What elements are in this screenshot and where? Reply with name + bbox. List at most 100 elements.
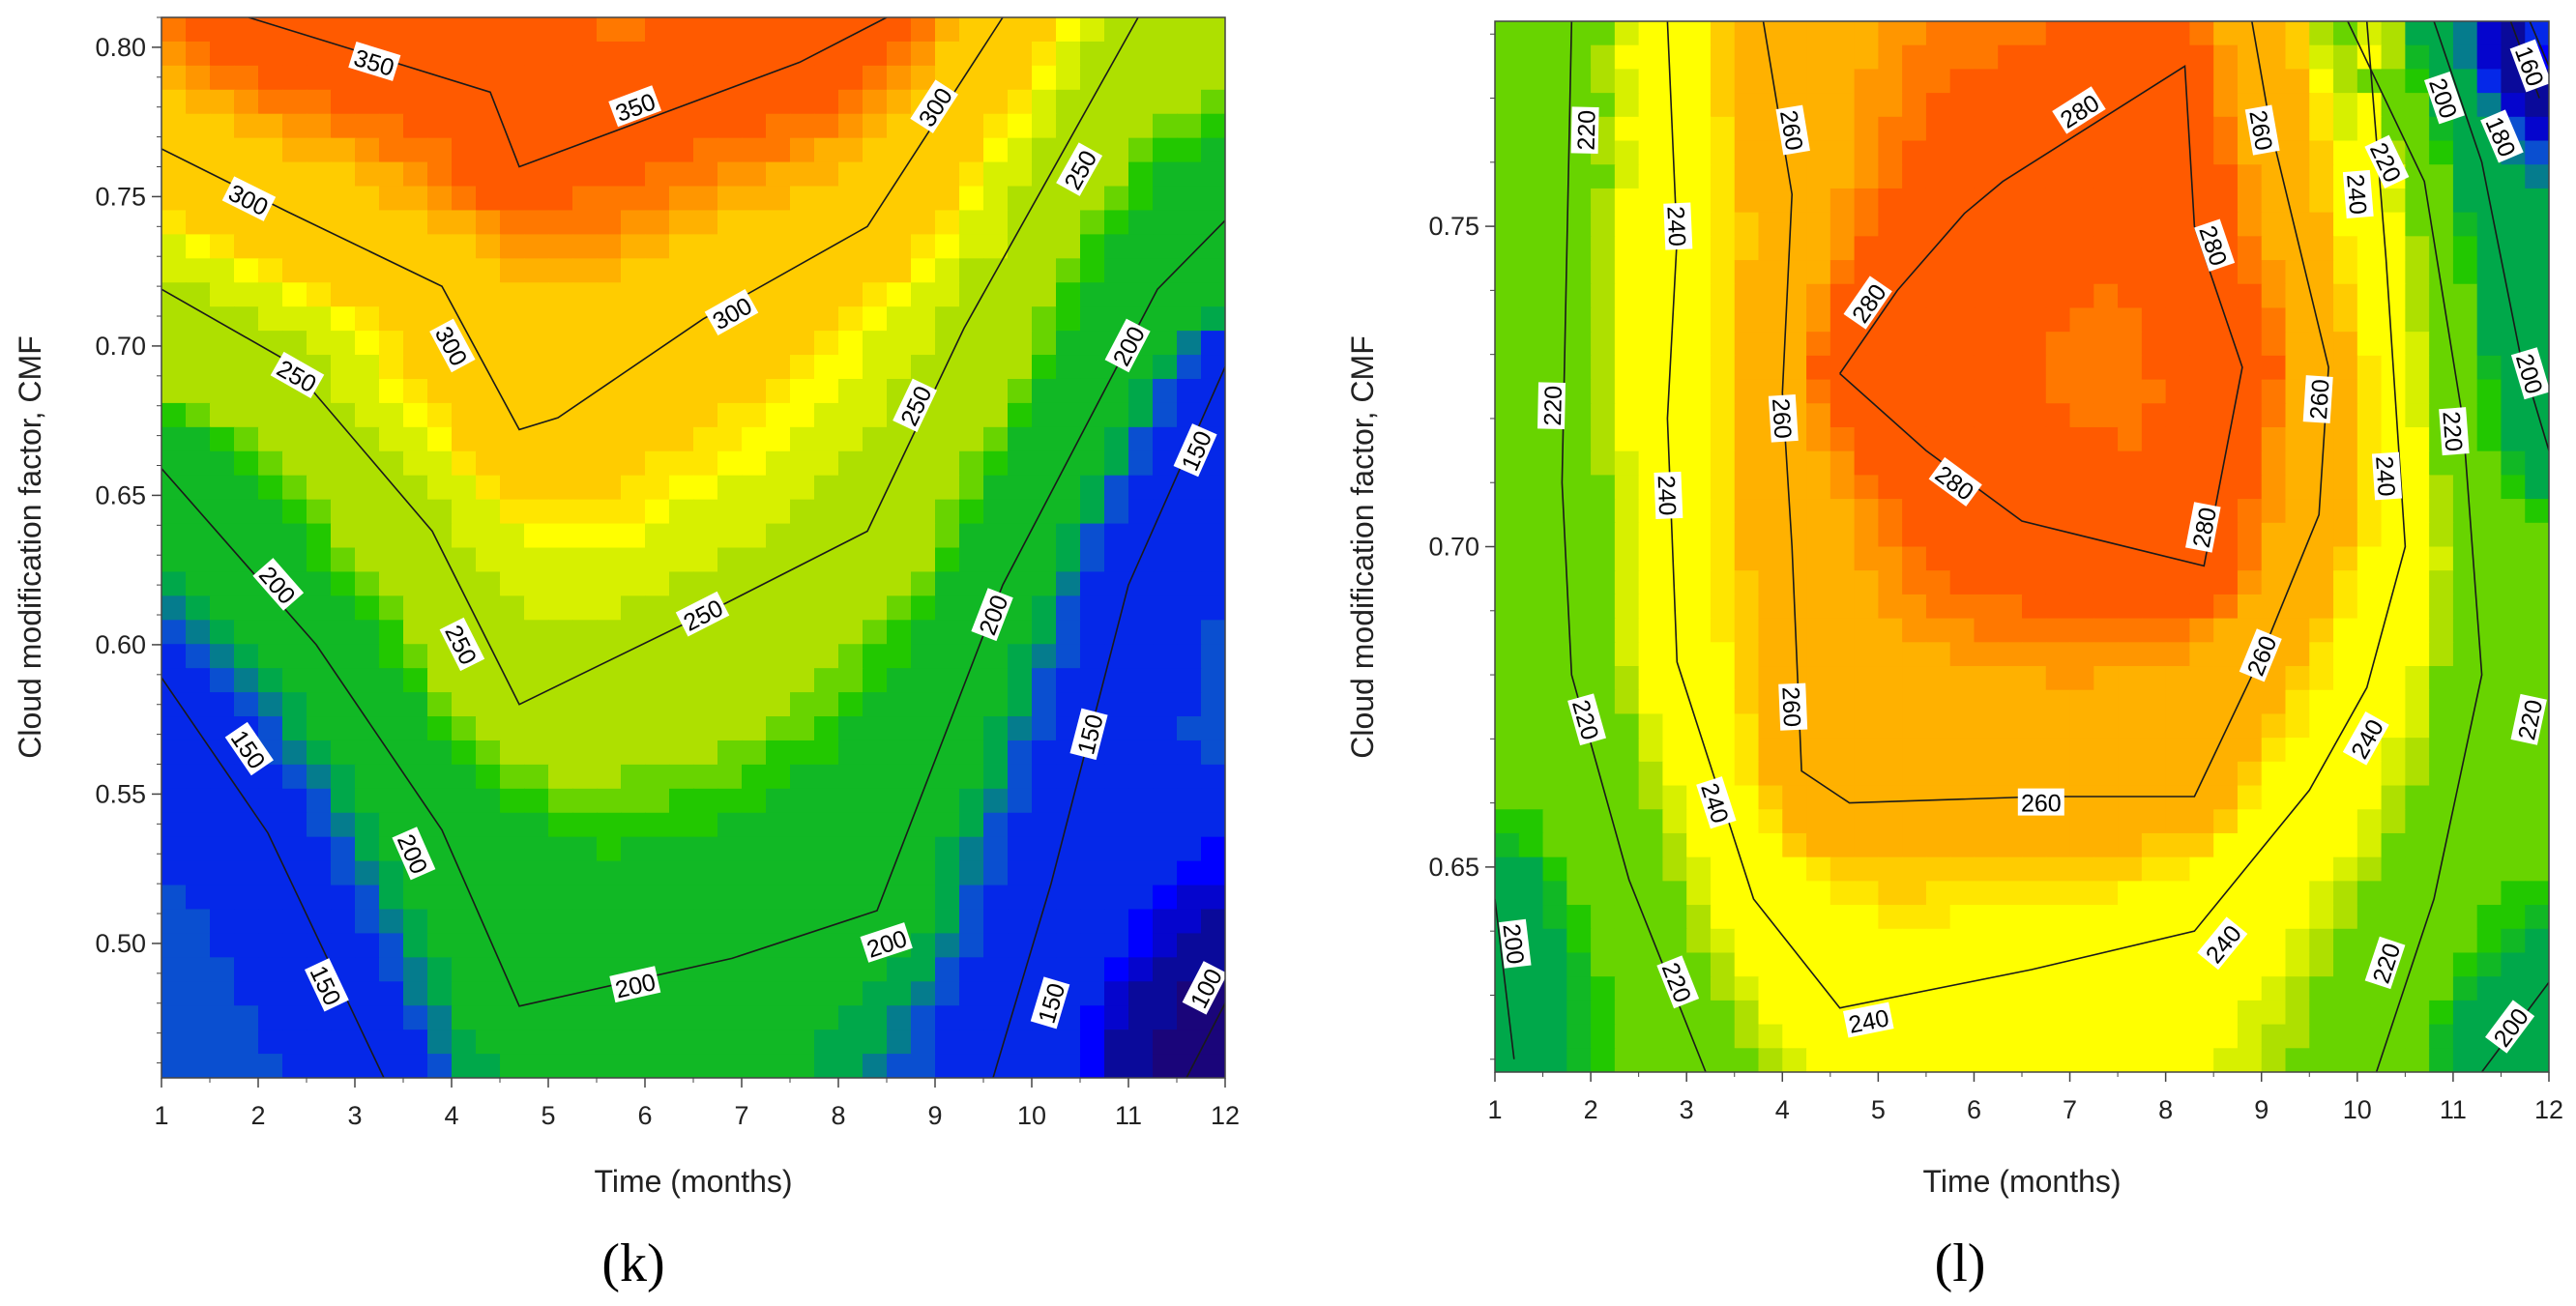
heat-cell — [282, 331, 307, 356]
heat-cell — [1153, 885, 1178, 911]
heat-cell — [524, 885, 549, 911]
heat-cell — [1734, 738, 1760, 763]
heat-cell — [548, 426, 573, 452]
heat-cell — [1008, 909, 1033, 935]
heat-cell — [307, 186, 332, 212]
heat-cell — [2452, 594, 2478, 620]
heat-cell — [1104, 836, 1129, 862]
heat-cell — [1008, 885, 1033, 911]
heat-cell — [717, 378, 743, 404]
heat-cell — [452, 595, 477, 622]
heat-cell — [597, 716, 622, 741]
heat-cell — [500, 909, 525, 935]
panel-label-l: (l) — [1935, 1233, 1986, 1293]
heat-cell — [210, 836, 235, 862]
heat-cell — [1177, 137, 1202, 163]
heat-cell — [2356, 116, 2383, 142]
heat-cell — [1008, 644, 1033, 669]
heat-cell — [476, 475, 501, 501]
heat-cell — [1032, 17, 1057, 43]
heat-cell — [597, 620, 622, 646]
heat-cell — [2093, 952, 2119, 977]
heat-cell — [2093, 379, 2119, 405]
heat-cell — [452, 836, 477, 862]
heat-cell — [161, 499, 187, 525]
heat-cell — [1104, 692, 1129, 717]
heat-cell — [2309, 499, 2334, 524]
heat-cell — [1878, 546, 1903, 571]
heat-cell — [1614, 116, 1640, 142]
heat-cell — [1591, 570, 1616, 595]
heat-cell — [1128, 957, 1154, 983]
heat-cell — [2429, 164, 2454, 189]
heat-cell — [355, 258, 380, 284]
heat-cell — [355, 1005, 380, 1030]
heat-cell — [355, 620, 380, 646]
heat-cell — [1710, 642, 1736, 667]
heat-cell — [814, 17, 839, 43]
heat-cell — [500, 692, 525, 717]
heat-cell — [669, 909, 694, 935]
heat-cell — [282, 450, 307, 477]
heat-cell — [621, 17, 646, 43]
heat-cell — [1710, 1048, 1736, 1072]
heat-cell — [331, 210, 356, 236]
heat-cell — [186, 764, 211, 790]
heat-cell — [838, 234, 864, 260]
heat-cell — [2213, 738, 2239, 763]
heat-cell — [983, 909, 1009, 935]
heat-cell — [1878, 260, 1903, 285]
heat-cell — [1974, 1048, 2000, 1072]
heat-cell — [645, 331, 670, 356]
heat-cell — [2285, 44, 2311, 71]
heat-cell — [1998, 499, 2023, 524]
heat-cell — [911, 620, 936, 646]
heat-cell — [210, 499, 235, 525]
heat-cell — [1974, 355, 2000, 381]
heat-cell — [1591, 666, 1616, 691]
heat-cell — [1638, 260, 1664, 285]
heat-cell — [1854, 761, 1880, 787]
heat-cell — [258, 644, 283, 669]
heat-cell — [161, 378, 187, 404]
heat-cell — [863, 644, 888, 669]
heat-cell — [452, 740, 477, 766]
heat-cell — [1542, 332, 1568, 357]
heat-cell — [186, 644, 211, 669]
heat-cell — [1080, 426, 1105, 452]
heat-cell — [1177, 402, 1202, 428]
heat-cell — [1925, 618, 1951, 644]
heat-cell — [1998, 379, 2023, 405]
heat-cell — [1734, 21, 1760, 46]
heat-cell — [427, 716, 453, 741]
heat-cell — [1080, 571, 1105, 597]
heat-cell — [1830, 713, 1856, 739]
heat-cell — [2022, 212, 2047, 238]
heat-cell — [2022, 546, 2047, 571]
heat-cell — [1201, 41, 1225, 67]
heat-cell — [1518, 140, 1544, 166]
heat-cell — [742, 41, 767, 67]
heat-cell — [887, 836, 912, 862]
heat-cell — [1734, 283, 1760, 309]
heat-cell — [1686, 642, 1712, 667]
heat-cell — [1925, 116, 1951, 142]
heat-cell — [1638, 928, 1664, 954]
heat-cell — [621, 65, 646, 91]
heat-cell — [1614, 570, 1640, 595]
heat-cell — [331, 885, 356, 911]
heat-cell — [2429, 307, 2454, 333]
heat-cell — [2285, 188, 2311, 214]
heat-cell — [282, 1054, 307, 1078]
heat-cell — [1495, 499, 1520, 524]
heat-cell — [1949, 618, 1976, 644]
heat-cell — [2525, 952, 2549, 977]
heat-cell — [476, 65, 501, 91]
heat-cell — [1080, 1054, 1105, 1078]
contour-label-bg — [252, 558, 305, 611]
heat-cell — [572, 788, 598, 814]
heat-cell — [2118, 522, 2143, 548]
heat-cell — [1974, 499, 2000, 524]
heat-cell — [1662, 1048, 1687, 1072]
heat-cell — [2476, 403, 2503, 428]
